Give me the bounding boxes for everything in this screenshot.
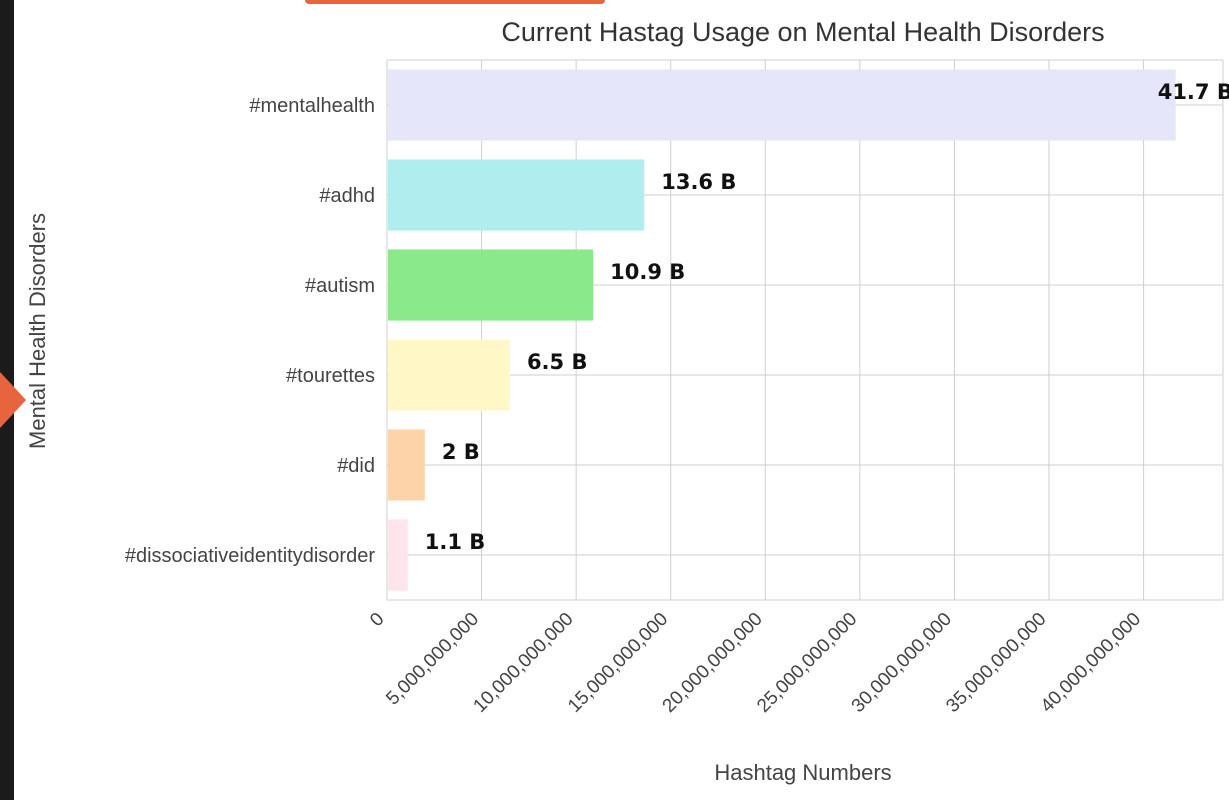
data-label: 10.9 B [610,260,685,284]
x-axis-label: Hashtag Numbers [714,760,891,785]
x-tick-label: 5,000,000,000 [382,609,483,710]
data-labels: 41.7 B 13.6 B 10.9 B 6.5 B 2 B 1.1 B [425,80,1229,554]
y-tick-label: #did [337,455,375,477]
bar [388,249,594,321]
bar [388,159,645,231]
bar [388,339,510,411]
y-tick-label: #autism [305,275,375,297]
bar [388,519,408,591]
x-tick-label: 40,000,000,000 [1037,609,1145,717]
x-tick-label: 20,000,000,000 [659,609,767,717]
data-label: 41.7 B [1158,80,1229,104]
data-label: 1.1 B [425,530,486,554]
y-tick-labels: #mentalhealth #adhd #autism #tourettes #did #… [125,95,375,567]
x-tick-label: 30,000,000,000 [848,609,956,717]
left-arrow-icon [0,372,26,428]
data-label: 6.5 B [527,350,588,374]
x-tick-label: 10,000,000,000 [469,609,577,717]
x-tick-labels: 05,000,000,00010,000,000,00015,000,000,0… [366,609,1145,717]
data-label: 13.6 B [661,170,736,194]
y-tick-label: #adhd [319,185,375,207]
bar [388,429,425,501]
x-tick-label: 35,000,000,000 [942,609,1050,717]
y-tick-label: #tourettes [286,365,375,387]
chart-title: Current Hastag Usage on Mental Health Di… [501,17,1104,47]
data-label: 2 B [442,440,480,464]
x-tick-label: 15,000,000,000 [564,609,672,717]
y-tick-label: #mentalhealth [249,95,375,117]
y-tick-label: #dissociativeidentitydisorder [125,545,375,567]
top-accent-bar [305,0,605,4]
x-tick-label: 0 [366,609,388,631]
y-axis-label: Mental Health Disorders [25,213,50,449]
grid-lines [386,59,1224,601]
bar [388,69,1176,141]
x-tick-label: 25,000,000,000 [753,609,861,717]
bars [388,69,1176,591]
